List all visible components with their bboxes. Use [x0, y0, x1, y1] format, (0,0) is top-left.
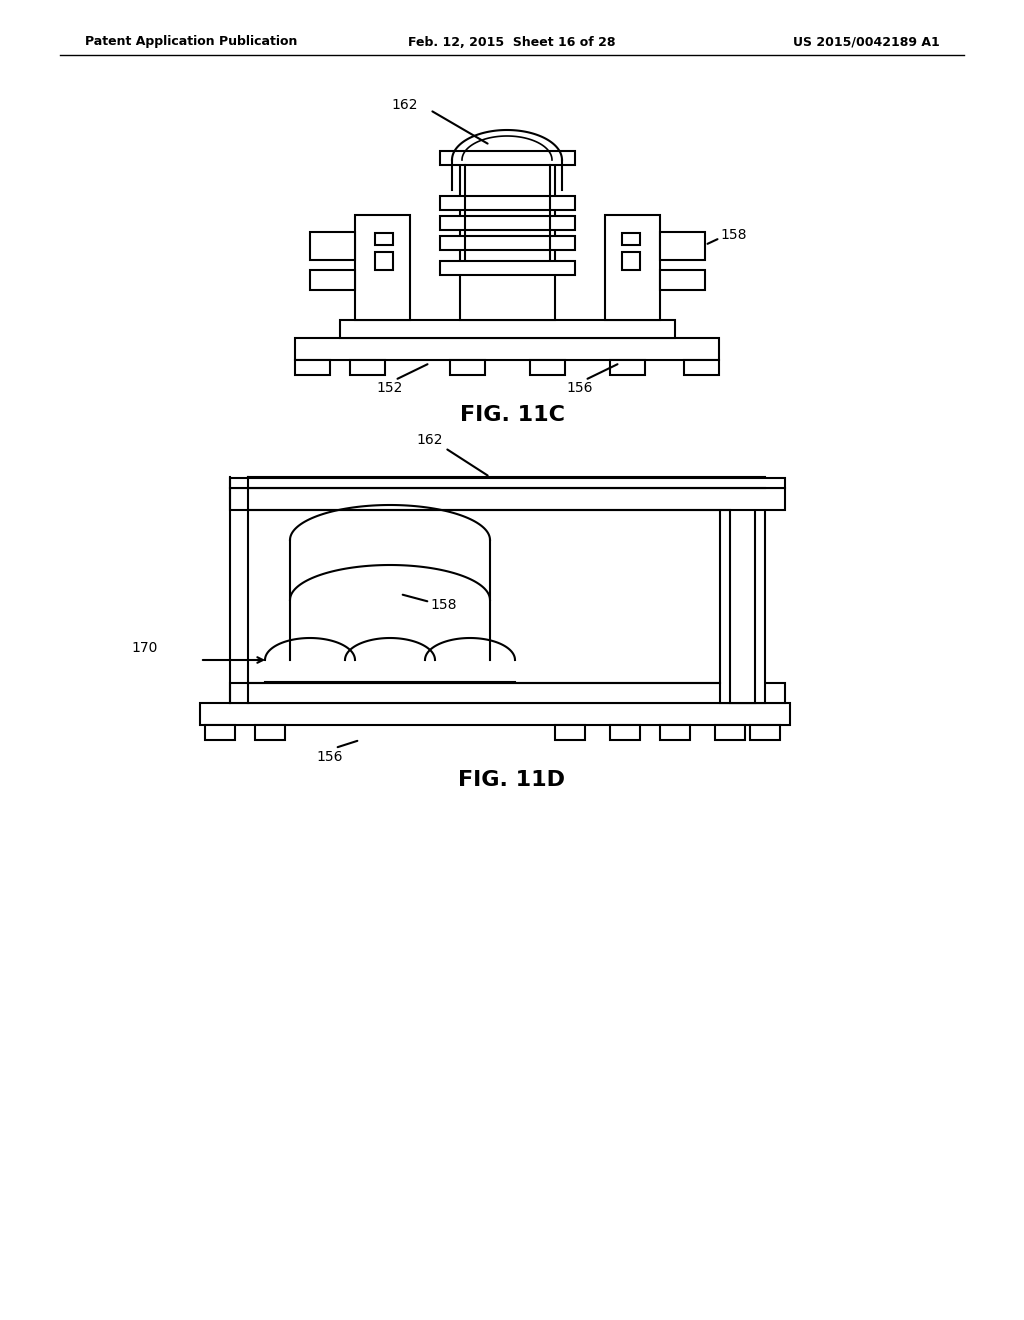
Bar	[440, 216, 575, 230]
Bar	[622, 234, 640, 246]
Bar	[200, 704, 790, 725]
Bar	[660, 271, 705, 290]
Bar	[340, 319, 675, 338]
Bar	[460, 160, 555, 319]
Text: Patent Application Publication: Patent Application Publication	[85, 36, 297, 49]
Bar	[530, 360, 565, 375]
Bar	[610, 360, 645, 375]
Bar	[350, 360, 385, 375]
Bar	[555, 725, 585, 741]
Text: 158: 158	[430, 598, 457, 612]
Bar	[440, 150, 575, 165]
Text: 156: 156	[316, 750, 343, 764]
Bar	[660, 232, 705, 260]
Text: Feb. 12, 2015  Sheet 16 of 28: Feb. 12, 2015 Sheet 16 of 28	[409, 36, 615, 49]
Bar	[715, 725, 745, 741]
Text: 162: 162	[417, 433, 443, 447]
Bar	[205, 725, 234, 741]
Bar	[355, 215, 410, 319]
Text: US 2015/0042189 A1: US 2015/0042189 A1	[794, 36, 940, 49]
Text: 170: 170	[132, 642, 158, 655]
Bar	[230, 478, 785, 488]
Bar	[310, 232, 355, 260]
Text: 162: 162	[392, 98, 418, 112]
Text: 158: 158	[720, 228, 746, 242]
Text: 156: 156	[566, 381, 593, 395]
Text: 152: 152	[377, 381, 403, 395]
Bar	[750, 725, 780, 741]
Bar	[310, 271, 355, 290]
Bar	[622, 252, 640, 271]
Bar	[720, 508, 765, 704]
Bar	[375, 234, 393, 246]
Bar	[375, 252, 393, 271]
Bar	[605, 215, 660, 319]
Bar	[295, 360, 330, 375]
Text: FIG. 11C: FIG. 11C	[460, 405, 564, 425]
Bar	[255, 725, 285, 741]
Bar	[230, 682, 785, 704]
Bar	[610, 725, 640, 741]
Bar	[450, 360, 485, 375]
Bar	[230, 488, 785, 510]
Bar	[660, 725, 690, 741]
Bar	[730, 508, 755, 704]
Bar	[684, 360, 719, 375]
Bar	[440, 236, 575, 249]
Bar	[295, 338, 719, 360]
Text: FIG. 11D: FIG. 11D	[459, 770, 565, 789]
Bar	[440, 261, 575, 275]
Bar	[440, 195, 575, 210]
